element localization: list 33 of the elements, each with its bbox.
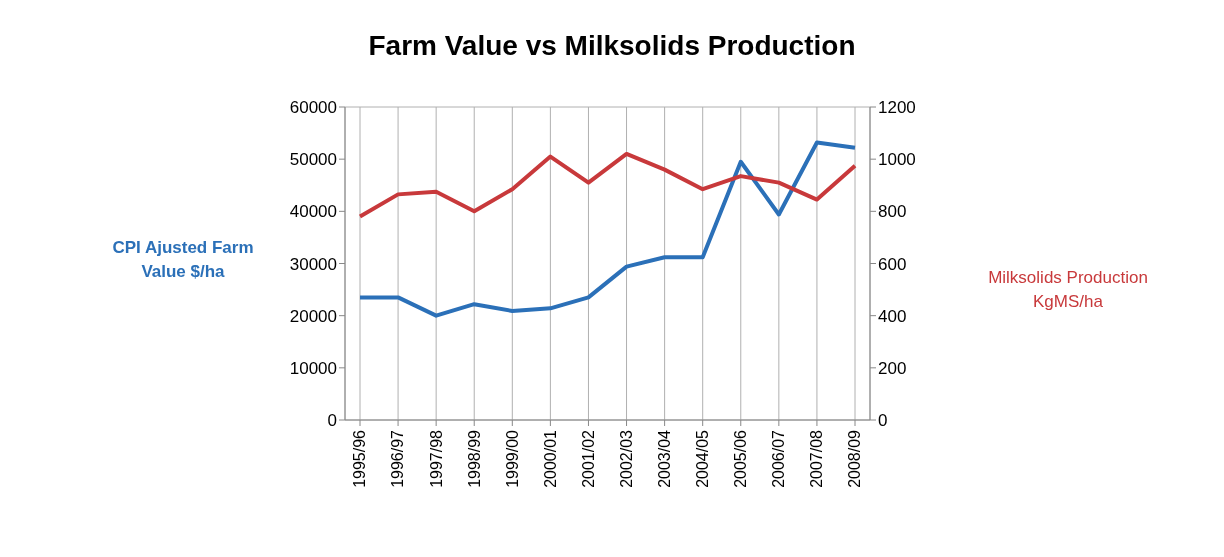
y-axis-title: CPI Ajusted Farm Value $/ha [111,237,255,283]
y2-tick-label: 1200 [878,98,916,118]
y2-axis-title: Milksolids Production KgMS/ha [987,267,1149,313]
x-tick-label: 1995/96 [351,429,369,488]
chart-title: Farm Value vs Milksolids Production [367,30,857,62]
y2-tick-label: 400 [878,306,907,326]
y2-tick-label: 0 [878,411,888,431]
x-tick-label: 2005/06 [732,429,750,488]
line-series [358,140,857,318]
x-tick-label: 1998/99 [465,429,483,488]
x-tick-label: 1996/97 [389,429,407,488]
y-tick-label: 20000 [289,306,337,326]
y2-tick-label: 800 [878,202,907,222]
y-tick-label: 50000 [289,150,337,170]
line-series [358,151,857,219]
y2-tick-label: 1000 [878,150,916,170]
x-tick-label: 2008/09 [846,429,864,488]
x-tick-label: 2004/05 [694,429,712,488]
x-tick-label: 2003/04 [655,429,673,488]
y2-tick-label: 600 [878,254,907,274]
y-tick-label: 0 [327,411,337,431]
x-tick-label: 1997/98 [427,429,445,488]
y-tick-label: 40000 [289,202,337,222]
x-tick-label: 1999/00 [503,429,521,488]
x-tick-label: 2001/02 [579,429,597,488]
x-tick-label: 2006/07 [770,429,788,488]
y-tick-label: 60000 [289,98,337,118]
x-tick-label: 2007/08 [808,429,826,488]
y-tick-label: 30000 [289,254,337,274]
y-tick-label: 10000 [289,358,337,378]
x-tick-label: 2002/03 [617,429,635,488]
x-tick-label: 2000/01 [541,429,559,488]
y2-tick-label: 200 [878,358,907,378]
